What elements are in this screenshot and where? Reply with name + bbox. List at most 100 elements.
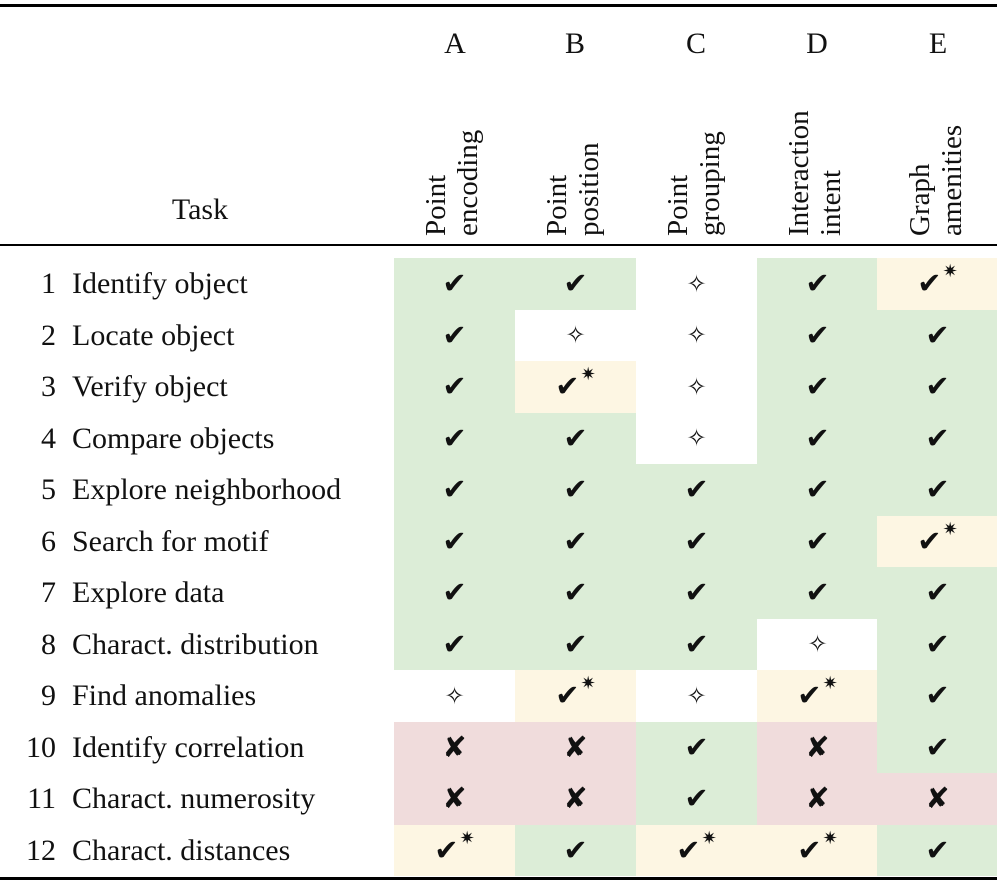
check-icon: ✔	[805, 317, 830, 352]
open-star-icon: ✧	[686, 424, 707, 453]
cell-c: ✧	[636, 361, 757, 413]
cell-e: ✔	[877, 464, 997, 516]
row-task-label: Charact. numerosity	[72, 782, 316, 815]
row-number: 5	[41, 473, 56, 506]
cell-e: ✔	[877, 361, 997, 413]
column-name-d-line1: Interaction	[783, 110, 815, 236]
check-icon: ✔	[925, 729, 950, 764]
row-task-label: Find anomalies	[72, 679, 257, 712]
check-icon: ✔	[442, 523, 467, 558]
column-letter-c: C	[685, 27, 706, 60]
cell-a: ✘	[394, 773, 515, 825]
check-icon: ✔	[925, 369, 950, 404]
check-icon: ✔	[925, 317, 950, 352]
cell-d: ✔ ✷	[757, 670, 878, 722]
column-name-d-line2: intent	[815, 169, 847, 236]
open-star-icon: ✧	[807, 630, 828, 659]
cell-e: ✘	[877, 773, 997, 825]
row-task-label: Identify object	[72, 267, 248, 300]
check-icon: ✔	[555, 678, 580, 713]
check-icon: ✔	[563, 266, 588, 301]
row-number: 1	[41, 267, 56, 300]
cell-c: ✧	[636, 258, 757, 310]
check-icon: ✔	[563, 523, 588, 558]
cell-c: ✔	[636, 515, 757, 567]
cross-icon: ✘	[925, 781, 950, 816]
cell-e: ✔	[877, 670, 997, 722]
check-icon: ✔	[925, 575, 950, 610]
cell-d: ✔	[757, 309, 878, 361]
row-number: 8	[41, 627, 56, 661]
check-icon: ✔	[925, 472, 950, 507]
column-name-c-line1: Point	[662, 174, 694, 236]
check-icon: ✔	[442, 626, 467, 661]
check-icon: ✔	[684, 575, 709, 610]
cell-c: ✔	[636, 567, 757, 619]
check-icon: ✔	[684, 729, 709, 764]
cell-d: ✔	[757, 464, 878, 516]
check-icon: ✔	[917, 523, 942, 558]
cross-icon: ✘	[442, 729, 467, 764]
table-row: 12 Charact. distances ✔ ✷ ✔ ✔ ✷ ✔ ✷ ✔	[0, 824, 997, 876]
cell-e: ✔ ✷	[877, 258, 997, 310]
check-icon: ✔	[434, 832, 459, 867]
table-row: 11 Charact. numerosity ✘ ✘ ✔ ✘ ✘	[0, 773, 997, 825]
cell-d: ✘	[757, 721, 878, 773]
task-column-header: Task	[171, 193, 229, 226]
cell-c: ✔ ✷	[636, 824, 757, 876]
check-icon: ✔	[925, 420, 950, 455]
cell-e: ✔	[877, 412, 997, 464]
column-letter-e: E	[928, 27, 948, 60]
column-letter-a: A	[444, 27, 466, 60]
cell-e: ✔	[877, 618, 997, 670]
cell-b: ✔	[515, 567, 636, 619]
row-number: 2	[41, 318, 56, 352]
row-number: 3	[41, 370, 56, 403]
cell-b: ✔ ✷	[515, 670, 636, 722]
table-row: 1 Identify object ✔ ✔ ✧ ✔ ✔ ✷	[0, 258, 997, 310]
cell-b: ✔	[515, 824, 636, 876]
open-star-icon: ✧	[686, 681, 707, 710]
row-task-label: Charact. distribution	[72, 627, 319, 661]
row-number: 7	[41, 576, 56, 609]
asterisk-icon: ✷	[822, 673, 838, 695]
table-row: 4 Compare objects ✔ ✔ ✧ ✔ ✔	[0, 412, 997, 464]
row-task-label: Charact. distances	[72, 833, 291, 867]
row-task-label: Compare objects	[72, 421, 275, 455]
table-row: 2 Locate object ✔ ✧ ✧ ✔ ✔	[0, 309, 997, 361]
cell-b: ✔ ✷	[515, 361, 636, 413]
cell-b: ✔	[515, 464, 636, 516]
check-icon: ✔	[917, 266, 942, 301]
check-icon: ✔	[805, 523, 830, 558]
cell-d: ✔	[757, 258, 878, 310]
cell-e: ✔	[877, 824, 997, 876]
cell-c: ✔	[636, 618, 757, 670]
check-icon: ✔	[442, 266, 467, 301]
row-task-label: Explore data	[72, 576, 225, 609]
asterisk-icon: ✷	[459, 827, 475, 849]
column-name-e: Graph amenities	[904, 76, 997, 236]
cell-c: ✧	[636, 412, 757, 464]
asterisk-icon: ✷	[580, 364, 596, 386]
check-icon: ✔	[563, 472, 588, 507]
check-icon: ✔	[805, 420, 830, 455]
cell-a: ✔	[394, 309, 515, 361]
asterisk-icon: ✷	[580, 673, 596, 695]
cross-icon: ✘	[442, 781, 467, 816]
table-row: 10 Identify correlation ✘ ✘ ✔ ✘ ✔	[0, 721, 997, 773]
table-row: 5 Explore neighborhood ✔ ✔ ✔ ✔ ✔	[0, 464, 997, 516]
check-icon: ✔	[563, 832, 588, 867]
open-star-icon: ✧	[444, 681, 465, 710]
row-number: 11	[27, 782, 56, 815]
row-number: 12	[26, 833, 56, 867]
table-row: 6 Search for motif ✔ ✔ ✔ ✔ ✔ ✷	[0, 515, 997, 567]
check-icon: ✔	[684, 626, 709, 661]
column-name-c-line2: grouping	[694, 131, 726, 236]
cell-d: ✘	[757, 773, 878, 825]
column-name-a-line2: encoding	[452, 129, 484, 236]
table-row: 7 Explore data ✔ ✔ ✔ ✔ ✔	[0, 567, 997, 619]
cell-b: ✔	[515, 618, 636, 670]
check-icon: ✔	[925, 832, 950, 867]
cell-d: ✧	[757, 618, 878, 670]
row-number: 10	[26, 730, 56, 764]
